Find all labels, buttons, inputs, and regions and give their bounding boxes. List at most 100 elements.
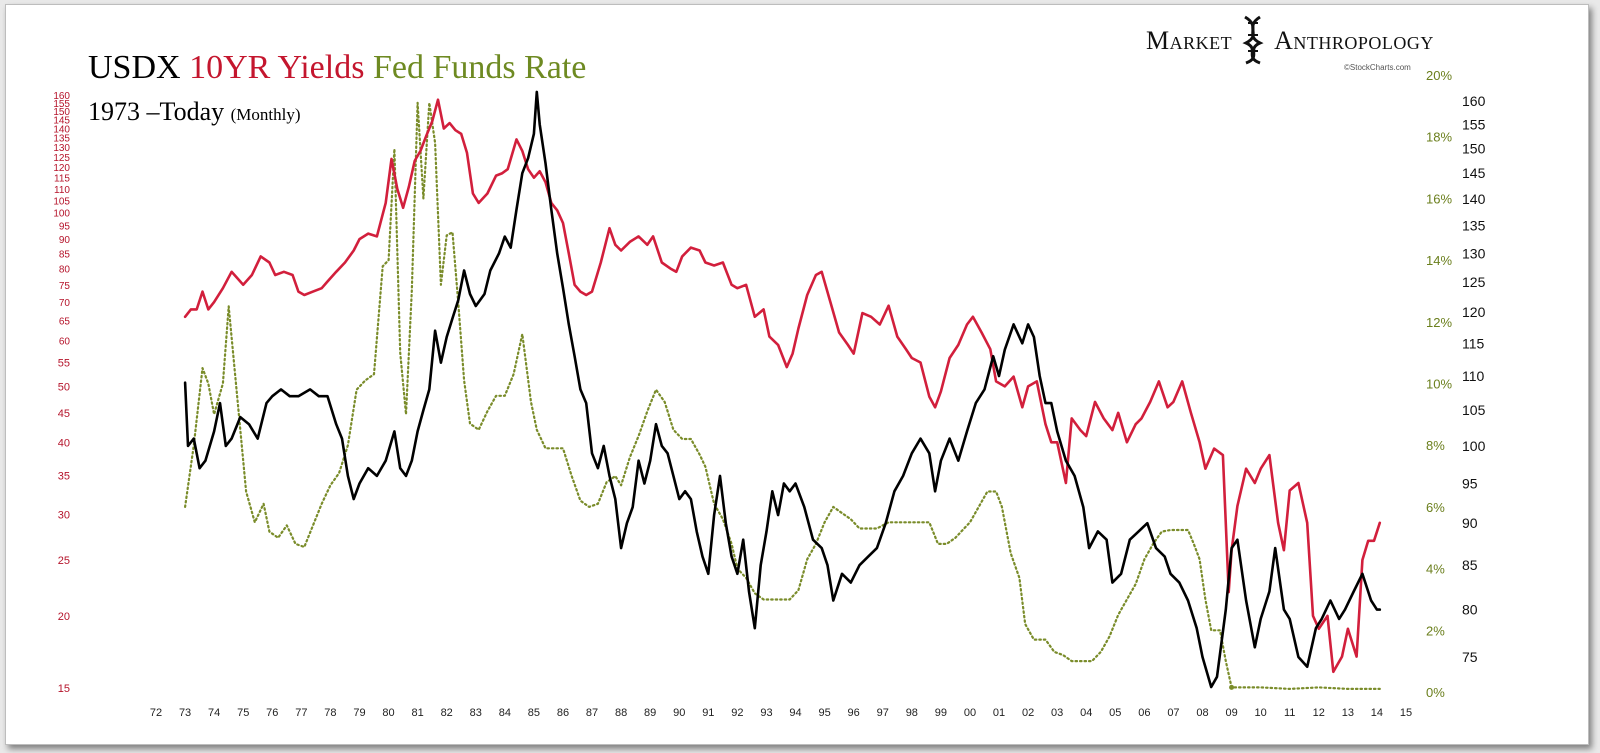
right-pct-tick-label: 2% [1426,623,1445,638]
x-tick-label: 10 [1255,707,1267,719]
right-pct-tick-label: 18% [1426,130,1452,145]
x-tick-label: 98 [906,707,918,719]
right-pct-tick-label: 16% [1426,191,1452,206]
left-tick-label: 110 [54,185,70,196]
left-tick-label: 90 [59,235,71,246]
chart-canvas: 72 73 74 75 76 77 78 79 80 81 82 83 84 85 86 87 88 89 90 91… [53,68,1486,719]
right-pct-tick-label: 8% [1426,438,1445,453]
x-tick-label: 89 [644,707,656,719]
left-tick-label: 100 [53,209,70,220]
left-tick-label: 40 [58,437,70,449]
x-tick-label: 84 [499,707,511,719]
left-tick-label: 145 [53,116,70,127]
x-tick-label: 06 [1138,707,1150,719]
left-tick-label: 135 [53,134,70,145]
left-tick-label: 150 [53,107,70,118]
x-tick-label: 95 [818,707,830,719]
x-tick-label: 08 [1196,707,1208,719]
right-usdx-tick-label: 115 [1462,335,1485,351]
yields-line [183,98,1382,674]
left-tick-label: 50 [58,381,70,393]
left-tick-label: 125 [53,153,70,164]
brand-logo: Market Anthropology [1146,15,1434,65]
title-fed: Fed Funds Rate [372,49,587,86]
x-tick-label: 93 [760,707,772,719]
x-tick-label: 87 [586,707,598,719]
brand-left-word: Market [1146,26,1233,55]
x-tick-label: 72 [150,707,162,719]
x-tick-label: 85 [528,707,540,719]
x-tick-label: 04 [1080,707,1092,719]
right-usdx-tick-label: 105 [1462,402,1486,418]
left-tick-label: 75 [59,281,71,292]
x-tick-label: 77 [295,707,307,719]
fed-zero-marker [1229,684,1235,690]
left-tick-label: 140 [53,124,70,135]
x-tick-label: 12 [1313,707,1325,719]
left-tick-label: 30 [58,509,70,521]
right-usdx-tick-label: 80 [1462,602,1478,618]
brand-right-word: Anthropology [1274,26,1434,55]
left-tick-label: 120 [53,163,70,174]
x-tick-label: 96 [848,707,860,719]
right-usdx-tick-label: 85 [1462,557,1478,573]
x-tick-label: 09 [1225,707,1237,719]
right-usdx-tick-label: 95 [1462,476,1478,492]
x-tick-label: 07 [1167,707,1179,719]
right-pct-tick-label: 0% [1426,685,1445,700]
left-tick-label: 15 [58,683,70,695]
left-tick-label: 20 [58,611,70,623]
x-tick-label: 83 [470,707,482,719]
title-usdx: USDX [88,49,181,86]
x-tick-label: 78 [324,707,336,719]
chart-subtitle: 1973 –Today (Monthly) [88,97,301,127]
right-pct-tick-label: 20% [1426,68,1452,83]
left-tick-label: 45 [58,408,70,420]
copyright-notice: ©StockCharts.com [1344,63,1411,72]
chart-frame: 72 73 74 75 76 77 78 79 80 81 82 83 84 85 86 87 88 89 90 91… [5,4,1589,745]
x-tick-label: 86 [557,707,569,719]
left-tick-label: 65 [59,317,71,328]
right-usdx-tick-label: 150 [1462,140,1486,156]
left-tick-label: 25 [58,555,70,567]
right-usdx-tick-label: 120 [1462,304,1486,320]
x-tick-label: 13 [1342,707,1354,719]
x-tick-label: 97 [877,707,889,719]
x-tick-label: 81 [412,707,424,719]
right-usdx-tick-label: 155 [1462,116,1486,132]
x-tick-label: 90 [673,707,685,719]
x-tick-label: 92 [731,707,743,719]
right-usdx-tick-label: 160 [1462,93,1486,109]
left-tick-label: 130 [53,143,70,154]
right-usdx-tick-label: 135 [1462,218,1486,234]
left-tick-label: 35 [58,471,70,483]
left-tick-label: 155 [53,99,70,110]
fed-funds-line [184,101,1381,690]
left-tick-label: 70 [59,298,71,309]
right-usdx-tick-label: 140 [1462,191,1486,207]
usdx-line [183,90,1382,689]
left-tick-label: 55 [58,358,70,370]
x-tick-label: 99 [935,707,947,719]
left-tick-label: 105 [53,197,70,208]
right-usdx-tick-label: 110 [1462,368,1485,384]
x-tick-label: 02 [1022,707,1034,719]
right-pct-tick-label: 14% [1426,253,1452,268]
x-tick-label: 05 [1109,707,1121,719]
left-tick-label: 85 [59,249,71,260]
x-tick-label: 15 [1400,707,1412,719]
right-pct-tick-label: 10% [1426,377,1452,392]
x-tick-label: 94 [789,707,801,719]
left-tick-label: 95 [59,222,71,233]
x-tick-label: 03 [1051,707,1063,719]
x-tick-label: 01 [993,707,1005,719]
left-tick-label: 160 [53,91,70,102]
left-tick-label: 60 [59,337,71,348]
subtitle-range: 1973 –Today [88,97,225,126]
right-pct-tick-label: 4% [1426,562,1445,577]
chart-title: USDX 10YR Yields Fed Funds Rate [88,49,586,87]
left-tick-label: 80 [59,265,71,276]
subtitle-frequency: (Monthly) [230,105,301,124]
x-tick-label: 82 [441,707,453,719]
x-tick-label: 74 [208,707,220,719]
